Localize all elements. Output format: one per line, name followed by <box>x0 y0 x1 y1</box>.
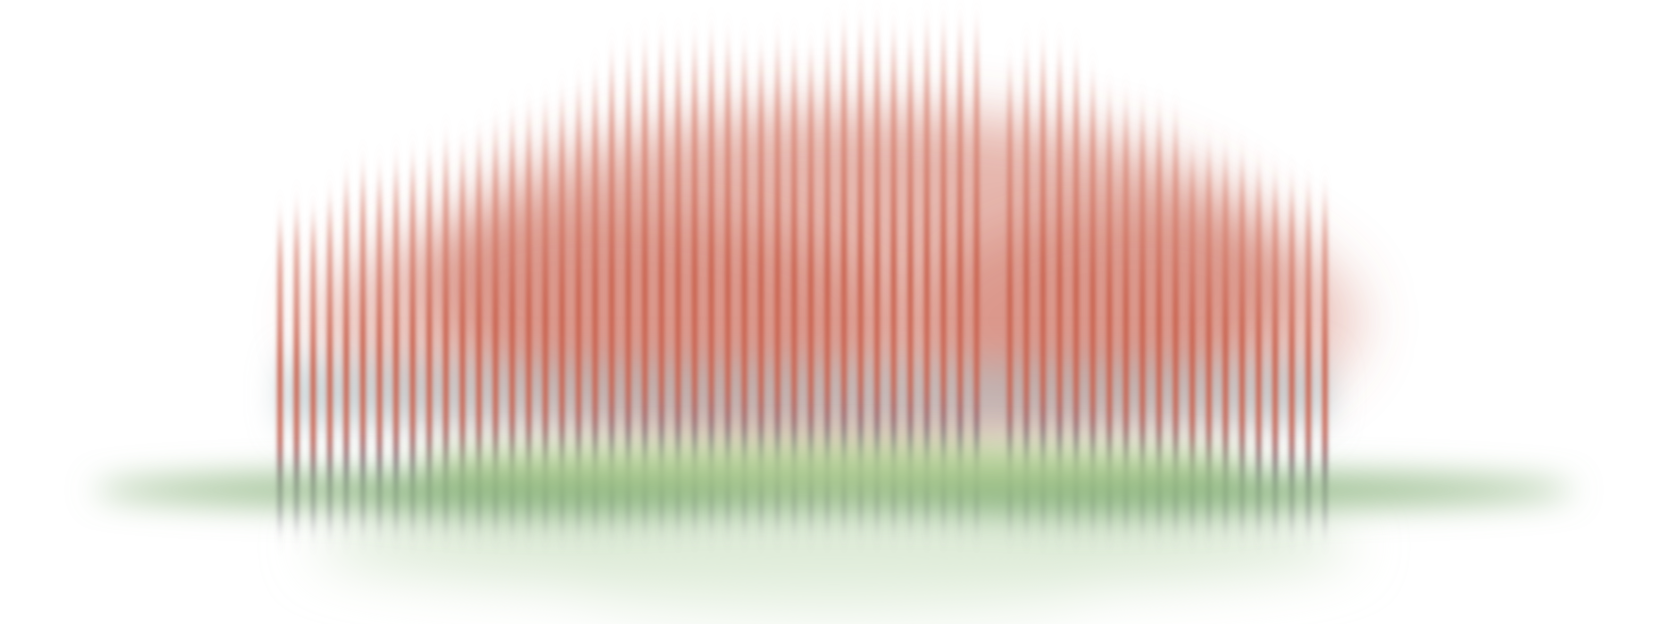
bar <box>576 79 582 531</box>
bar <box>692 33 698 531</box>
bar <box>294 202 300 531</box>
bar <box>1139 99 1146 531</box>
bar <box>1206 140 1212 530</box>
bar <box>609 48 615 530</box>
bar <box>476 130 482 530</box>
bar <box>658 33 665 531</box>
bar <box>841 18 847 530</box>
bar <box>343 171 349 530</box>
bar <box>1305 181 1311 531</box>
bar <box>725 33 731 531</box>
bar <box>1272 171 1278 530</box>
bar <box>1173 110 1179 530</box>
bar <box>940 18 947 530</box>
bar <box>1123 94 1129 531</box>
bar <box>509 110 515 530</box>
bar <box>708 28 714 530</box>
bar <box>493 120 499 531</box>
bar <box>824 28 830 530</box>
bar <box>858 18 864 530</box>
green-ground <box>94 442 1574 518</box>
bar <box>1007 59 1013 530</box>
bar <box>526 105 532 530</box>
bar <box>924 18 930 530</box>
bar <box>675 38 681 530</box>
bar <box>1057 43 1063 530</box>
bar <box>1156 105 1162 530</box>
bar <box>360 161 366 530</box>
bar <box>310 207 316 530</box>
green-mist <box>314 500 1354 615</box>
bar <box>642 38 648 530</box>
bar <box>592 69 598 530</box>
bar <box>376 166 383 530</box>
bluegray-band <box>280 345 1330 440</box>
bar <box>758 43 764 530</box>
bar <box>1189 146 1195 530</box>
bar <box>410 151 416 530</box>
bar <box>891 23 897 530</box>
bar <box>443 135 449 531</box>
bar <box>741 38 747 530</box>
bar <box>542 99 548 531</box>
bar <box>1090 69 1096 530</box>
bar <box>1322 187 1328 530</box>
bar <box>1256 161 1262 530</box>
bar <box>791 38 797 530</box>
bar <box>1289 176 1295 530</box>
bar <box>1106 89 1112 530</box>
bar <box>957 18 963 530</box>
bar <box>625 43 631 530</box>
bar <box>1040 38 1046 530</box>
bar <box>907 28 913 530</box>
bar <box>559 89 565 530</box>
bar <box>1023 43 1029 530</box>
bar <box>426 146 432 530</box>
bar <box>874 18 880 530</box>
bar <box>277 212 283 530</box>
bar <box>393 156 399 530</box>
bar <box>1222 146 1229 530</box>
bar <box>1239 151 1245 530</box>
bar <box>808 43 814 530</box>
bar <box>775 33 781 531</box>
bar <box>327 192 333 530</box>
bar <box>974 18 980 530</box>
bar <box>459 140 466 530</box>
bar <box>1073 48 1079 530</box>
bar-series <box>277 18 1328 531</box>
